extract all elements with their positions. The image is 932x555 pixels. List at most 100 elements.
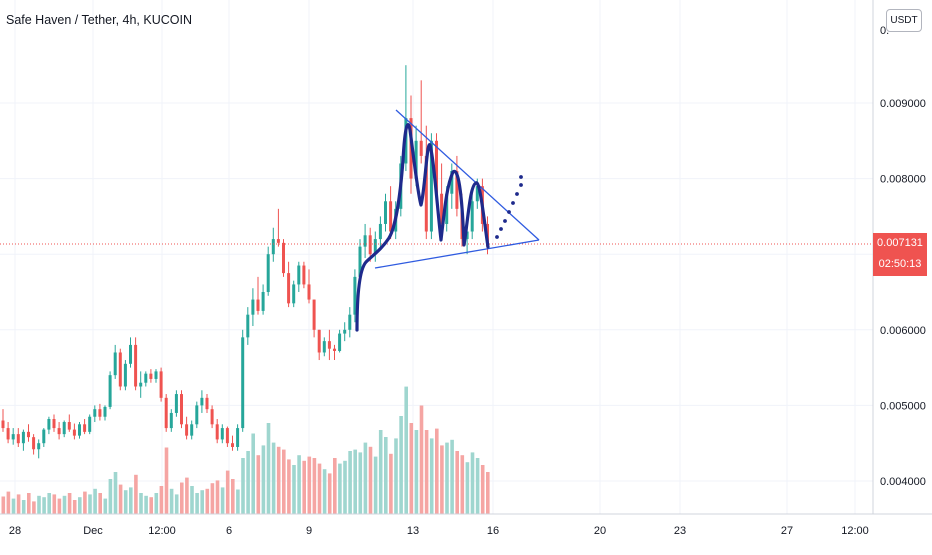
candle-body <box>108 375 112 407</box>
volume-bar <box>261 445 266 514</box>
volume-bar <box>93 488 97 514</box>
volume-bar <box>271 442 276 514</box>
candle-body <box>384 201 387 224</box>
candle-body <box>435 140 438 194</box>
price-tick-label: 0.008000 <box>880 174 926 186</box>
volume-bar <box>72 500 77 514</box>
currency-button[interactable]: USDT <box>886 9 922 32</box>
candle-body <box>129 344 132 364</box>
drawn-curve <box>355 123 490 332</box>
candle-body <box>103 406 107 417</box>
candle-body <box>6 428 10 440</box>
volume-bar <box>475 458 480 514</box>
candle-body <box>149 373 153 379</box>
candle-body <box>231 443 234 447</box>
candlesticks <box>1 65 489 459</box>
volume-bar <box>435 428 439 514</box>
volume-bar <box>246 451 250 514</box>
candle-body <box>78 424 81 436</box>
volume-bar <box>343 460 347 514</box>
candle-body <box>190 424 194 436</box>
time-axis[interactable]: 28 Dec 12:00 6 9 13 16 20 23 27 12:00 <box>9 525 869 537</box>
candle-body <box>169 412 173 429</box>
candle-body <box>455 171 459 209</box>
volume-bar <box>1 496 6 514</box>
price-tick-label: 0.004000 <box>880 476 926 488</box>
projection-dot <box>507 210 511 214</box>
time-tick-label: 28 <box>9 525 21 537</box>
volume-bar <box>78 497 82 514</box>
volume-bar <box>16 494 21 514</box>
projection-dot <box>515 192 519 196</box>
candle-body <box>154 371 158 379</box>
candle-body <box>266 254 270 292</box>
candle-body <box>32 437 36 450</box>
candle-body <box>93 409 97 417</box>
volume-bar <box>282 449 286 514</box>
volume-bar <box>108 479 113 514</box>
candle-body <box>312 299 316 330</box>
volume-bar <box>368 446 373 514</box>
volume-bar <box>62 495 67 514</box>
projection-dot <box>511 201 515 205</box>
volume-bar <box>98 493 102 514</box>
top-partial-price-label: 0. <box>880 25 889 37</box>
volume-bar <box>287 459 291 514</box>
trendline-upper <box>395 109 540 241</box>
volume-bar <box>185 477 189 514</box>
volume-bar <box>169 488 174 514</box>
volume-bar <box>67 493 72 514</box>
candle-body <box>11 434 15 440</box>
volume-bar <box>118 484 123 514</box>
candle-body <box>282 242 285 274</box>
trendline-lower <box>374 239 540 269</box>
candle-body <box>21 431 25 444</box>
volume-bar <box>378 430 383 514</box>
candle-body <box>317 329 321 353</box>
candle-body <box>327 341 331 349</box>
volume-bar <box>353 449 357 514</box>
projection-dot <box>519 175 523 179</box>
volume-bar <box>210 483 215 514</box>
time-tick-label: 12:00 <box>841 525 869 537</box>
candle-body <box>445 193 449 224</box>
price-axis[interactable]: 0.009000 0.008000 0.006000 0.005000 0.004000 <box>880 98 926 488</box>
volume-bar <box>486 472 490 514</box>
volume-bar <box>322 469 327 514</box>
volume-bars <box>1 386 490 514</box>
volume-bar <box>470 452 475 514</box>
volume-bar <box>200 490 204 514</box>
volume-bar <box>225 470 230 514</box>
candle-body <box>210 409 214 425</box>
time-tick-label: 20 <box>594 525 606 537</box>
price-tick-label: 0.006000 <box>880 325 926 337</box>
candle-body <box>307 284 311 300</box>
candle-body <box>333 348 336 351</box>
projection-dot <box>495 235 499 239</box>
volume-bar <box>52 494 57 514</box>
candle-body <box>419 140 423 156</box>
candle-body <box>450 171 454 194</box>
volume-bar <box>276 446 281 514</box>
candle-body <box>292 284 296 304</box>
candle-body <box>348 314 352 330</box>
volume-bar <box>445 442 449 514</box>
candle-body <box>67 422 71 430</box>
volume-bar <box>251 433 255 514</box>
volume-bar <box>57 498 62 514</box>
volume-bar <box>83 491 87 514</box>
price-tick-label: 0.009000 <box>880 98 926 110</box>
candle-body <box>440 193 444 224</box>
candle-body <box>42 429 46 444</box>
volume-bar <box>266 423 271 514</box>
volume-bar <box>231 479 235 514</box>
time-tick-label: 16 <box>487 525 499 537</box>
volume-bar <box>297 455 301 514</box>
volume-bar <box>27 493 31 514</box>
candle-body <box>241 337 245 429</box>
volume-bar <box>384 437 388 514</box>
volume-bar <box>429 438 434 514</box>
volume-bar <box>338 463 342 514</box>
